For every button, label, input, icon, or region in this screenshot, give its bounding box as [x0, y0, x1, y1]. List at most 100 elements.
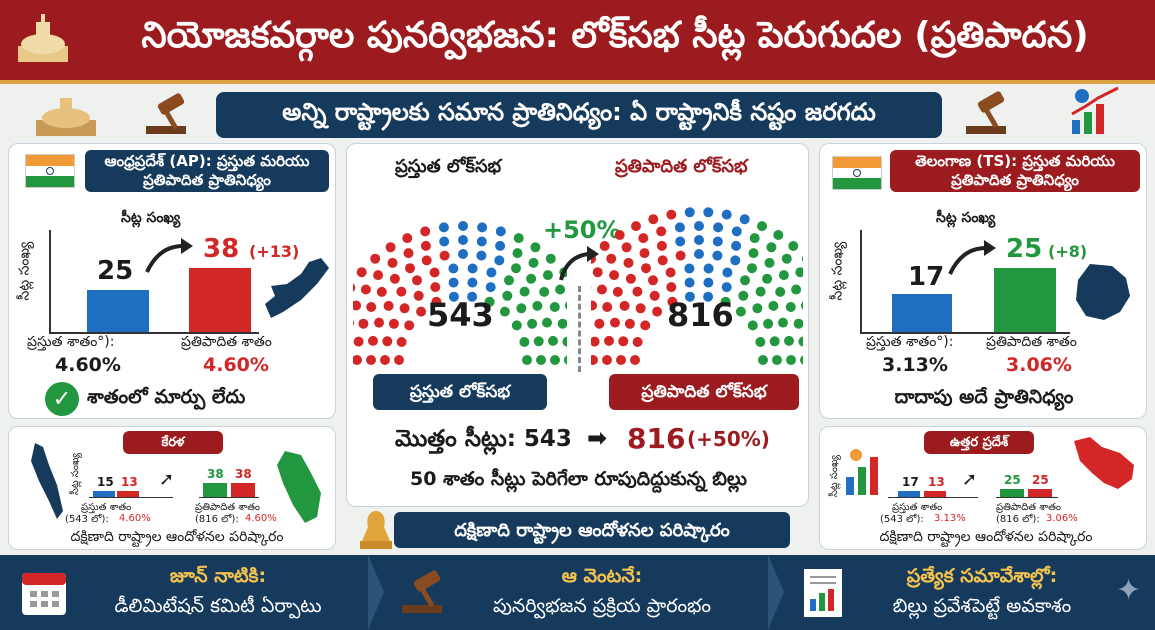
- seat-dot: [616, 355, 626, 365]
- current-seat-hemicycle: [353, 221, 567, 365]
- current-lok-sabha-title: ప్రస్తుత లోక్‌సభ: [395, 156, 502, 177]
- seat-dot: [420, 240, 431, 251]
- seat-dot: [387, 257, 398, 268]
- seat-dot: [530, 242, 541, 253]
- seat-dot: [649, 290, 660, 301]
- seat-dot: [747, 263, 757, 274]
- header-banner: నియోజకవర్గాల పునర్విభజన: లోక్‌సభ సీట్ల ప…: [0, 0, 1155, 84]
- timeline-2-title: ఆ వెంటనే:: [561, 565, 643, 587]
- timeline-2-text: పునర్విభజన ప్రక్రియ ప్రారంభం: [492, 595, 712, 617]
- ts-title: తెలంగాణ (TS): ప్రస్తుత మరియు ప్రతిపాదిత …: [890, 150, 1140, 192]
- seat-dot: [785, 302, 796, 312]
- seat-dot: [766, 242, 777, 253]
- seat-dot: [564, 355, 567, 365]
- check-icon: ✓: [45, 382, 79, 416]
- timeline-3-title: ప్రత్యేక సమావేశాల్లో:: [906, 565, 1058, 587]
- seat-dot: [675, 236, 686, 247]
- increase-label: +50%: [543, 216, 621, 244]
- seat-dot: [438, 222, 449, 233]
- seat-dot: [548, 335, 558, 346]
- seat-dot: [413, 290, 424, 301]
- seat-dot: [632, 337, 643, 347]
- seat-dot: [795, 267, 803, 278]
- seat-dot: [511, 263, 521, 274]
- ts-y-axis: [860, 230, 862, 332]
- seat-dot: [609, 270, 620, 281]
- seat-dot: [778, 317, 788, 328]
- kerala-ylabel: సీట్ల సంఖ్య: [70, 452, 82, 496]
- seat-dot: [394, 355, 404, 365]
- kerala-proposed-bar-1: [203, 483, 227, 497]
- seat-dot: [713, 222, 724, 233]
- kerala-current-bar-1: [93, 491, 115, 497]
- seat-dot: [602, 355, 612, 365]
- seat-dot: [635, 303, 646, 314]
- seat-dot: [591, 355, 598, 365]
- seat-dot: [674, 222, 685, 233]
- seat-dot: [527, 318, 538, 329]
- arrow-icon: ➚: [962, 469, 978, 490]
- gavel-icon: [146, 93, 186, 134]
- current-lok-sabha-tag: ప్రస్తుత లోక్‌సభ: [373, 374, 547, 410]
- timeline-1-title: జూన్ నాటికి:: [169, 565, 267, 587]
- ts-proposed-pct: 3.06%: [1006, 354, 1072, 376]
- seat-dot: [778, 270, 789, 281]
- up-proposed-1: 25: [1004, 473, 1021, 487]
- arrow-icon: [559, 246, 599, 281]
- up-current-2: 13: [928, 475, 945, 489]
- ap-proposed-bar: [189, 268, 251, 332]
- seat-dot: [404, 320, 415, 331]
- seat-dot: [769, 336, 780, 347]
- seat-dot: [431, 296, 442, 307]
- seat-dot: [630, 355, 640, 365]
- seat-dot: [402, 233, 413, 244]
- seat-dot: [564, 301, 567, 310]
- seat-dot: [353, 283, 356, 292]
- seat-dot: [429, 267, 440, 278]
- seat-dot: [526, 273, 537, 284]
- seat-dot: [549, 302, 560, 312]
- kerala-proposed-label: ప్రతిపాదిత శాతం: [195, 502, 260, 513]
- seat-dot: [370, 253, 381, 264]
- up-current-1: 17: [902, 475, 919, 489]
- ts-current-label: ప్రస్తుత శాతం°):: [866, 334, 954, 350]
- ts-current-pct: 3.13%: [882, 354, 948, 376]
- ap-note: శాతంలో మార్పు లేదు: [87, 386, 246, 408]
- seat-dot: [368, 335, 378, 346]
- seat-dot: [596, 284, 607, 295]
- up-proposed-bar-2: [1028, 489, 1052, 497]
- seat-dot: [416, 306, 427, 317]
- seat-dot: [522, 355, 532, 365]
- kerala-proposed-1: 38: [207, 467, 224, 481]
- ts-proposed-value: 25: [1006, 234, 1043, 264]
- seat-dot: [621, 242, 632, 253]
- proposed-lok-sabha-title: ప్రతిపాదిత లోక్‌సభ: [615, 156, 748, 177]
- seat-dot: [800, 301, 803, 310]
- seat-dot: [458, 235, 468, 245]
- parliament-icon: [18, 14, 68, 62]
- seat-dot: [738, 290, 749, 301]
- seat-dot: [730, 255, 741, 266]
- seat-dot: [353, 300, 362, 311]
- india-flag-icon: [25, 154, 75, 188]
- arrow-icon: ➡: [587, 424, 608, 452]
- seat-dot: [610, 317, 620, 328]
- kerala-current-1: 15: [97, 475, 114, 489]
- seat-dot: [458, 221, 468, 231]
- ap-proposed-label: ప్రతిపాదిత శాతం: [181, 334, 272, 350]
- seat-dot: [712, 250, 723, 261]
- seat-dot: [752, 303, 763, 314]
- kerala-footer: దక్షిణాది రాష్ట్రాల ఆందోళనల పరిష్కారం: [70, 529, 284, 545]
- up-title: ఉత్తర ప్రదేశ్: [924, 431, 1034, 454]
- seat-dot: [383, 300, 394, 311]
- seat-dot: [353, 320, 354, 326]
- ap-proposed-value: 38: [203, 234, 240, 264]
- seat-dot: [528, 257, 539, 268]
- seat-dot: [764, 257, 775, 268]
- center-panel: ప్రస్తుత లోక్‌సభ ప్రతిపాదిత లోక్‌సభ +50%…: [346, 143, 809, 507]
- seat-dot: [775, 286, 786, 297]
- ap-current-value: 25: [97, 256, 134, 286]
- seat-dot: [495, 240, 506, 251]
- seat-dot: [703, 263, 714, 274]
- seat-dot: [405, 263, 415, 274]
